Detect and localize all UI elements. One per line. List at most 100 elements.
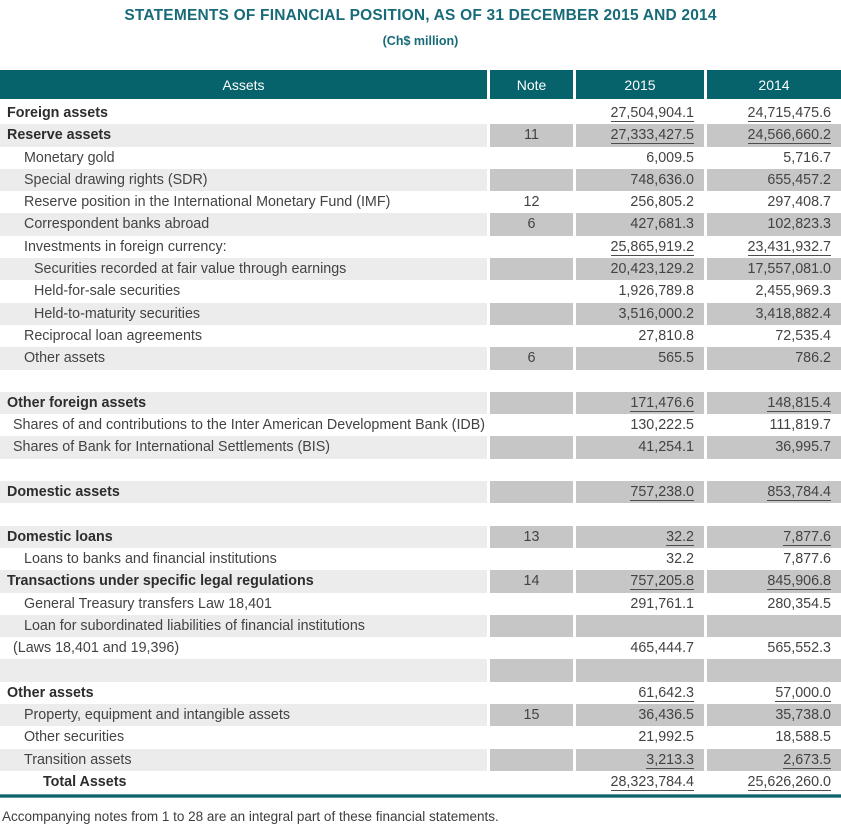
row-label: Transition assets [0,748,487,771]
row-label: Shares of Bank for International Settlem… [0,436,487,459]
table-row: Property, equipment and intangible asset… [0,704,841,727]
table-row: Securities recorded at fair value throug… [0,258,841,281]
financial-position-table: Assets Note 2015 2014 Foreign assets 27,5… [0,70,841,799]
row-label: Foreign assets [7,105,108,121]
row-note [490,370,573,392]
row-value-2015: 1,926,789.8 [618,283,694,300]
row-value-2015: 20,423,129.2 [576,258,704,281]
row-label [0,659,487,682]
row-value-2014: 25,626,260.0 [747,773,831,791]
row-note [490,302,573,325]
row-label: Held-to-maturity securities [0,302,487,325]
row-value-2014 [707,459,841,481]
table-row: Shares of and contributions to the Inter… [0,414,841,436]
table-row: Domestic assets 757,238.0 853,784.4 [0,481,841,504]
row-value-2015: 6,009.5 [646,149,694,166]
row-value-2014: 7,877.6 [783,550,831,567]
table-row: Held-to-maturity securities 3,516,000.2 3,… [0,302,841,325]
row-value-2015: 130,222.5 [630,417,694,434]
row-value-2015: 465,444.7 [630,640,694,657]
row-label: Loans to banks and financial institution… [24,550,277,567]
row-value-2014: 2,673.5 [707,748,841,771]
row-value-2015: 28,323,784.4 [610,773,694,791]
total-rule-line [0,794,841,799]
row-value-2015: 427,681.3 [576,213,704,236]
row-value-2015: 171,476.6 [576,391,704,415]
row-value-2014: 148,815.4 [707,391,841,415]
row-note [490,614,573,638]
row-value-2014 [707,659,841,682]
row-note [490,748,573,771]
row-note [490,236,573,258]
row-note [490,637,573,659]
row-label [0,459,487,481]
row-value-2015: 757,238.0 [576,481,704,504]
table-header-row: Assets Note 2015 2014 [0,70,841,99]
row-note: 15 [490,704,573,727]
row-label: Held-for-sale securities [34,283,181,300]
table-row: Held-for-sale securities 1,926,789.8 2,455… [0,280,841,302]
row-label: Total Assets [43,773,127,790]
row-value-2014: 18,588.5 [775,729,831,746]
row-label: Transactions under specific legal regula… [0,570,487,593]
row-value-2014: 2,455,969.3 [755,283,831,300]
table-row: Reserve assets 11 27,333,427.5 24,566,660.2 [0,124,841,147]
row-note [490,147,573,169]
row-value-2015: 61,642.3 [638,684,694,702]
row-label: Correspondent banks abroad [0,213,487,236]
row-label [0,370,487,392]
table-row: Loans to banks and financial institution… [0,548,841,570]
row-note [490,682,573,704]
row-note [490,168,573,192]
row-value-2015 [576,370,704,392]
row-label [0,503,487,525]
row-note [490,503,573,525]
row-value-2015: 291,761.1 [630,595,694,612]
row-value-2015: 27,810.8 [638,327,694,344]
row-value-2014 [707,503,841,525]
row-note [490,391,573,415]
row-value-2015 [576,659,704,682]
row-note [490,593,573,615]
row-value-2014: 72,535.4 [775,327,831,344]
row-label: Other assets [7,684,94,701]
row-label: Domestic assets [0,481,487,504]
row-note: 13 [490,525,573,548]
row-label: Other foreign assets [0,391,487,415]
row-value-2015 [576,614,704,638]
row-note [490,102,573,124]
row-value-2015: 3,213.3 [576,748,704,771]
row-value-2015: 757,205.8 [576,570,704,593]
table-row: Other foreign assets 171,476.6 148,815.4 [0,391,841,415]
row-note [490,548,573,570]
row-value-2015: 3,516,000.2 [576,302,704,325]
row-value-2014: 111,819.7 [769,417,831,434]
row-label: Loan for subordinated liabilities of fin… [0,614,487,638]
row-note: 6 [490,213,573,236]
row-value-2014: 297,408.7 [767,194,831,211]
spacer-row [0,459,841,481]
row-label: Other assets [0,347,487,370]
row-value-2015: 27,333,427.5 [576,124,704,147]
table-row: Shares of Bank for International Settlem… [0,436,841,459]
row-value-2015 [576,503,704,525]
table-row: Correspondent banks abroad 6 427,681.3 102,… [0,213,841,236]
row-value-2015: 32.2 [666,550,694,567]
table-row: Special drawing rights (SDR) 748,636.0 655… [0,168,841,192]
row-value-2015: 256,805.2 [630,194,694,211]
column-header-assets: Assets [0,70,487,99]
column-header-2014: 2014 [707,70,841,99]
column-header-note: Note [490,70,573,99]
row-note [490,258,573,281]
row-note [490,771,573,793]
row-value-2014: 24,566,660.2 [707,124,841,147]
row-label: Investments in foreign currency: [24,238,227,255]
row-value-2014: 655,457.2 [707,168,841,192]
table-body: Foreign assets 27,504,904.1 24,715,475.6 Re… [0,102,841,793]
table-row: Other securities 21,992.5 18,588.5 [0,726,841,748]
row-label: Shares of and contributions to the Inter… [13,417,486,434]
table-row: Other assets 6 565.5 786.2 [0,347,841,370]
table-row: Other assets 61,642.3 57,000.0 [0,682,841,704]
row-label: (Laws 18,401 and 19,396) [13,640,180,657]
